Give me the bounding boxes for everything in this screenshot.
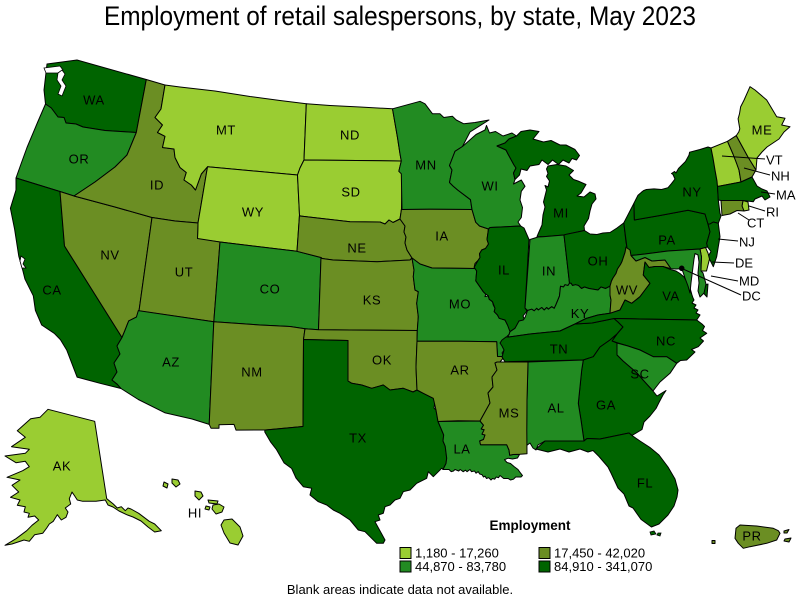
svg-text:UT: UT xyxy=(175,264,194,279)
svg-text:PA: PA xyxy=(658,232,676,247)
svg-text:17,450 - 42,020: 17,450 - 42,020 xyxy=(554,546,645,561)
svg-text:IA: IA xyxy=(435,228,448,243)
svg-text:AR: AR xyxy=(450,362,469,377)
svg-text:TX: TX xyxy=(349,430,367,445)
svg-text:TN: TN xyxy=(550,341,569,356)
svg-text:NE: NE xyxy=(347,240,366,255)
svg-text:AL: AL xyxy=(547,400,564,415)
svg-text:NV: NV xyxy=(100,247,119,262)
svg-text:NJ: NJ xyxy=(739,235,755,250)
svg-text:MA: MA xyxy=(776,188,796,203)
svg-text:DC: DC xyxy=(742,289,761,304)
svg-text:MO: MO xyxy=(449,296,471,311)
svg-text:HI: HI xyxy=(188,505,202,520)
svg-text:ND: ND xyxy=(340,127,360,142)
svg-text:RI: RI xyxy=(766,205,779,220)
svg-text:IL: IL xyxy=(498,262,510,277)
svg-text:OH: OH xyxy=(588,253,609,268)
svg-text:WV: WV xyxy=(616,282,638,297)
svg-text:VT: VT xyxy=(766,153,783,168)
svg-text:44,870 - 83,780: 44,870 - 83,780 xyxy=(415,559,506,574)
svg-text:AZ: AZ xyxy=(162,354,180,369)
svg-text:Blank areas indicate data not: Blank areas indicate data not available. xyxy=(287,582,513,597)
svg-text:ME: ME xyxy=(752,122,773,137)
svg-text:ID: ID xyxy=(150,177,164,192)
svg-text:MN: MN xyxy=(415,157,436,172)
svg-text:AK: AK xyxy=(53,458,72,473)
svg-text:CO: CO xyxy=(260,281,281,296)
svg-text:OK: OK xyxy=(372,352,392,367)
svg-text:WI: WI xyxy=(481,178,498,193)
svg-text:NY: NY xyxy=(682,184,701,199)
svg-text:WY: WY xyxy=(242,204,264,219)
svg-text:KS: KS xyxy=(363,292,382,307)
svg-text:Employment of retail salespers: Employment of retail salespersons, by st… xyxy=(104,1,696,31)
svg-text:CA: CA xyxy=(42,282,61,297)
svg-text:GA: GA xyxy=(596,397,616,412)
svg-text:MD: MD xyxy=(739,274,759,289)
svg-text:SD: SD xyxy=(341,184,360,199)
svg-text:NM: NM xyxy=(241,364,262,379)
svg-text:MI: MI xyxy=(553,205,569,220)
svg-text:1,180 - 17,260: 1,180 - 17,260 xyxy=(415,546,499,561)
svg-text:CT: CT xyxy=(747,216,764,231)
svg-text:KY: KY xyxy=(571,306,590,321)
svg-text:FL: FL xyxy=(637,475,653,490)
svg-text:Employment: Employment xyxy=(489,518,571,533)
svg-text:WA: WA xyxy=(83,92,105,107)
svg-text:84,910 - 341,070: 84,910 - 341,070 xyxy=(554,559,652,574)
svg-text:DE: DE xyxy=(735,256,753,271)
svg-text:NH: NH xyxy=(771,169,790,184)
svg-text:MT: MT xyxy=(216,122,236,137)
svg-text:OR: OR xyxy=(69,151,90,166)
svg-text:VA: VA xyxy=(662,288,680,303)
svg-text:PR: PR xyxy=(742,528,761,543)
svg-text:NC: NC xyxy=(656,333,676,348)
svg-text:LA: LA xyxy=(453,441,470,456)
svg-text:SC: SC xyxy=(630,366,649,381)
svg-text:MS: MS xyxy=(499,405,520,420)
svg-text:IN: IN xyxy=(542,263,556,278)
